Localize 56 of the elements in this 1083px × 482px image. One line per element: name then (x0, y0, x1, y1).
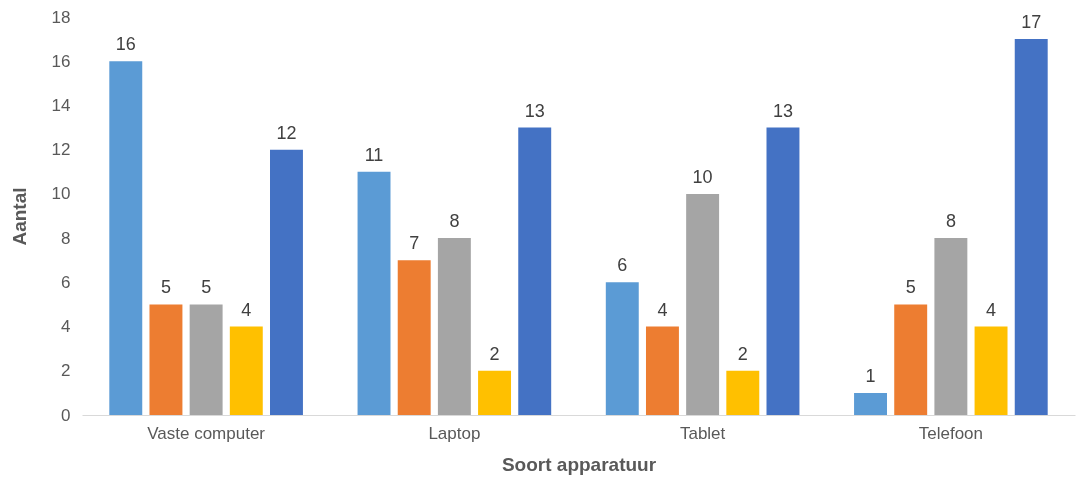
y-tick-label: 12 (51, 140, 71, 160)
bar (766, 127, 800, 415)
x-tick-label: Telefoon (918, 423, 984, 443)
data-label: 10 (692, 166, 713, 187)
bar (894, 304, 928, 415)
y-tick-label: 2 (61, 361, 71, 381)
bar (854, 392, 887, 415)
bar (149, 304, 183, 415)
data-label: 13 (772, 100, 793, 121)
bar (1014, 39, 1048, 415)
y-tick-label: 18 (51, 7, 71, 27)
bar (229, 326, 263, 415)
data-label: 12 (276, 122, 297, 143)
data-label: 2 (737, 343, 748, 364)
y-axis-title: Aantal (8, 187, 30, 246)
bar (109, 61, 143, 415)
bar (437, 238, 471, 415)
y-tick-label: 14 (51, 95, 71, 115)
y-tick-label: 10 (51, 184, 71, 204)
bar (397, 260, 431, 415)
bar (357, 171, 391, 415)
x-tick-label: Vaste computer (147, 423, 266, 443)
bar (189, 304, 223, 415)
x-tick-label: Laptop (428, 423, 481, 443)
data-label: 16 (115, 34, 136, 55)
y-tick-label: 0 (61, 405, 71, 425)
data-label: 4 (986, 299, 997, 320)
data-label: 8 (449, 211, 460, 232)
bar (270, 149, 303, 415)
bar (478, 370, 512, 415)
data-label: 7 (409, 233, 420, 254)
data-label: 5 (905, 277, 916, 298)
data-label: 5 (160, 277, 171, 298)
bar (726, 370, 760, 415)
y-tick-label: 16 (51, 51, 71, 71)
y-tick-label: 6 (61, 272, 71, 292)
bar (518, 127, 552, 415)
bar (645, 326, 679, 415)
y-tick-label: 4 (61, 317, 71, 337)
data-label: 13 (524, 100, 545, 121)
data-label: 17 (1021, 12, 1042, 33)
y-tick-label: 8 (61, 228, 71, 248)
data-label: 5 (201, 277, 212, 298)
data-label: 4 (241, 299, 252, 320)
bar (934, 238, 968, 415)
x-tick-label: Tablet (679, 423, 726, 443)
bar (605, 282, 639, 415)
data-label: 2 (489, 343, 500, 364)
bar (974, 326, 1008, 415)
data-label: 11 (364, 144, 384, 165)
bar (686, 193, 720, 415)
data-label: 6 (617, 255, 628, 276)
data-label: 4 (657, 299, 668, 320)
data-label: 8 (945, 211, 956, 232)
x-axis-title: Soort apparatuur (501, 453, 657, 475)
data-label: 1 (865, 365, 876, 386)
